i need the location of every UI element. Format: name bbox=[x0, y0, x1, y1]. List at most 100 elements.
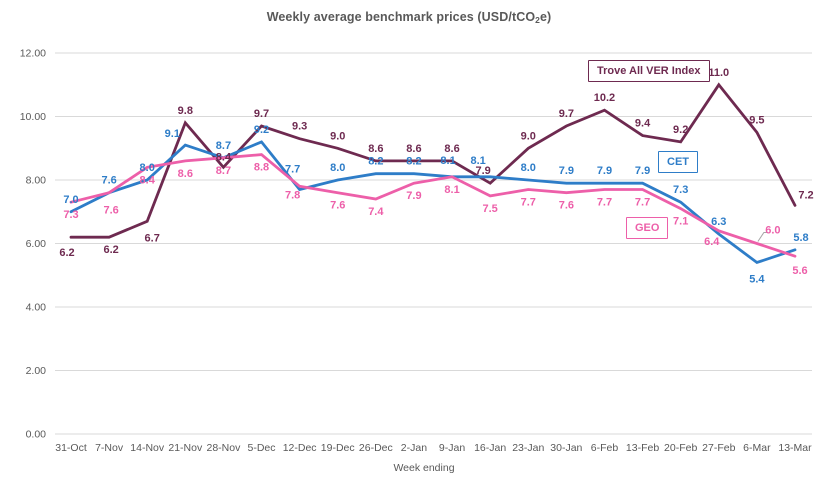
data-label: 9.8 bbox=[178, 105, 193, 117]
data-label: 8.6 bbox=[368, 143, 383, 155]
data-label: 9.7 bbox=[254, 108, 269, 120]
data-label: 8.0 bbox=[140, 162, 155, 174]
x-tick-label: 23-Jan bbox=[512, 442, 544, 454]
data-label: 9.3 bbox=[292, 121, 307, 133]
series-line-trove-all-ver-index bbox=[69, 82, 797, 239]
callout-leader-line bbox=[757, 232, 768, 242]
data-label: 6.3 bbox=[711, 216, 726, 228]
data-label: 10.2 bbox=[594, 92, 615, 104]
y-tick-label: 2.00 bbox=[26, 365, 47, 377]
data-label: 7.6 bbox=[101, 175, 116, 187]
data-label: 5.4 bbox=[749, 274, 765, 286]
data-label: 7.0 bbox=[63, 194, 78, 206]
data-label: 8.0 bbox=[330, 162, 345, 174]
x-tick-label: 9-Jan bbox=[439, 442, 465, 454]
data-label: 8.1 bbox=[444, 184, 459, 196]
data-label: 7.7 bbox=[597, 197, 612, 209]
data-label: 9.2 bbox=[673, 124, 688, 136]
x-tick-label: 16-Jan bbox=[474, 442, 506, 454]
x-tick-label: 26-Dec bbox=[359, 442, 393, 454]
data-label: 7.5 bbox=[483, 203, 498, 215]
data-label: 8.0 bbox=[521, 162, 536, 174]
data-label: 7.7 bbox=[285, 164, 300, 176]
data-label: 8.7 bbox=[216, 165, 231, 177]
data-label: 6.7 bbox=[145, 232, 160, 244]
x-tick-label: 13-Feb bbox=[626, 442, 659, 454]
x-tick-label: 21-Nov bbox=[168, 442, 203, 454]
x-tick-label: 19-Dec bbox=[321, 442, 355, 454]
x-tick-label: 6-Feb bbox=[591, 442, 619, 454]
series-line-geo bbox=[69, 153, 797, 258]
data-label: 8.4 bbox=[216, 151, 232, 163]
data-label: 7.3 bbox=[63, 209, 78, 221]
data-label: 7.6 bbox=[559, 200, 574, 212]
y-tick-label: 10.00 bbox=[20, 111, 46, 123]
x-tick-label: 6-Mar bbox=[743, 442, 771, 454]
data-label: 7.9 bbox=[635, 165, 650, 177]
data-label: 8.1 bbox=[440, 155, 455, 167]
x-tick-label: 7-Nov bbox=[95, 442, 124, 454]
data-label: 7.9 bbox=[476, 165, 491, 177]
data-label: 5.6 bbox=[792, 265, 807, 277]
data-label: 6.2 bbox=[103, 244, 118, 256]
x-tick-label: 12-Dec bbox=[283, 442, 317, 454]
y-tick-label: 8.00 bbox=[26, 175, 47, 187]
data-label: 5.8 bbox=[793, 232, 808, 244]
y-tick-label: 6.00 bbox=[26, 238, 47, 250]
data-label: 9.5 bbox=[749, 114, 764, 126]
data-label: 9.1 bbox=[165, 128, 180, 140]
data-label: 7.2 bbox=[798, 189, 813, 201]
legend-cet: CET bbox=[658, 151, 698, 173]
data-label: 7.9 bbox=[597, 165, 612, 177]
data-label: 11.0 bbox=[708, 67, 729, 79]
data-label: 8.6 bbox=[444, 143, 459, 155]
data-label: 7.9 bbox=[559, 165, 574, 177]
data-label: 8.8 bbox=[254, 162, 269, 174]
chart-title-suffix: e) bbox=[539, 10, 552, 24]
data-label: 7.9 bbox=[406, 190, 421, 202]
data-label: 8.6 bbox=[406, 143, 421, 155]
data-label: 8.4 bbox=[140, 174, 156, 186]
chart-title: Weekly average benchmark prices (USD/tCO… bbox=[0, 10, 818, 25]
data-label: 7.7 bbox=[521, 197, 536, 209]
y-tick-label: 4.00 bbox=[26, 302, 47, 314]
data-label: 9.0 bbox=[521, 130, 536, 142]
data-label: 6.2 bbox=[59, 247, 74, 259]
x-tick-label: 30-Jan bbox=[550, 442, 582, 454]
legend-trove-all-ver-index: Trove All VER Index bbox=[588, 60, 710, 82]
y-tick-label: 0.00 bbox=[26, 429, 47, 441]
x-tick-label: 31-Oct bbox=[55, 442, 87, 454]
legend-geo: GEO bbox=[626, 217, 669, 239]
data-label: 9.7 bbox=[559, 108, 574, 120]
data-label: 7.7 bbox=[635, 197, 650, 209]
x-tick-label: 28-Nov bbox=[206, 442, 241, 454]
data-label: 7.1 bbox=[673, 216, 688, 228]
data-label: 7.3 bbox=[673, 184, 688, 196]
data-label: 8.2 bbox=[368, 156, 383, 168]
data-label: 7.6 bbox=[330, 200, 345, 212]
data-label: 9.0 bbox=[330, 130, 345, 142]
data-label: 9.4 bbox=[635, 118, 651, 130]
x-tick-label: 13-Mar bbox=[778, 442, 812, 454]
data-label: 8.2 bbox=[406, 156, 421, 168]
x-axis-title: Week ending bbox=[393, 462, 455, 474]
data-label: 7.8 bbox=[285, 189, 300, 201]
series-line-cet bbox=[69, 140, 797, 265]
data-label: 7.6 bbox=[103, 205, 118, 217]
data-label: 9.2 bbox=[254, 124, 269, 136]
data-label: 7.4 bbox=[368, 206, 384, 218]
data-label: 6.0 bbox=[765, 225, 780, 237]
data-label: 8.1 bbox=[471, 155, 486, 167]
chart-title-subscript: 2 bbox=[535, 15, 540, 25]
x-tick-label: 27-Feb bbox=[702, 442, 735, 454]
data-label: 6.4 bbox=[704, 236, 720, 248]
y-tick-label: 12.00 bbox=[20, 48, 46, 60]
chart-title-text: Weekly average benchmark prices (USD/tCO bbox=[266, 10, 536, 24]
x-tick-label: 20-Feb bbox=[664, 442, 697, 454]
x-tick-label: 14-Nov bbox=[130, 442, 165, 454]
data-label: 8.6 bbox=[178, 168, 193, 180]
x-tick-label: 5-Dec bbox=[248, 442, 276, 454]
data-label: 8.7 bbox=[216, 140, 231, 152]
